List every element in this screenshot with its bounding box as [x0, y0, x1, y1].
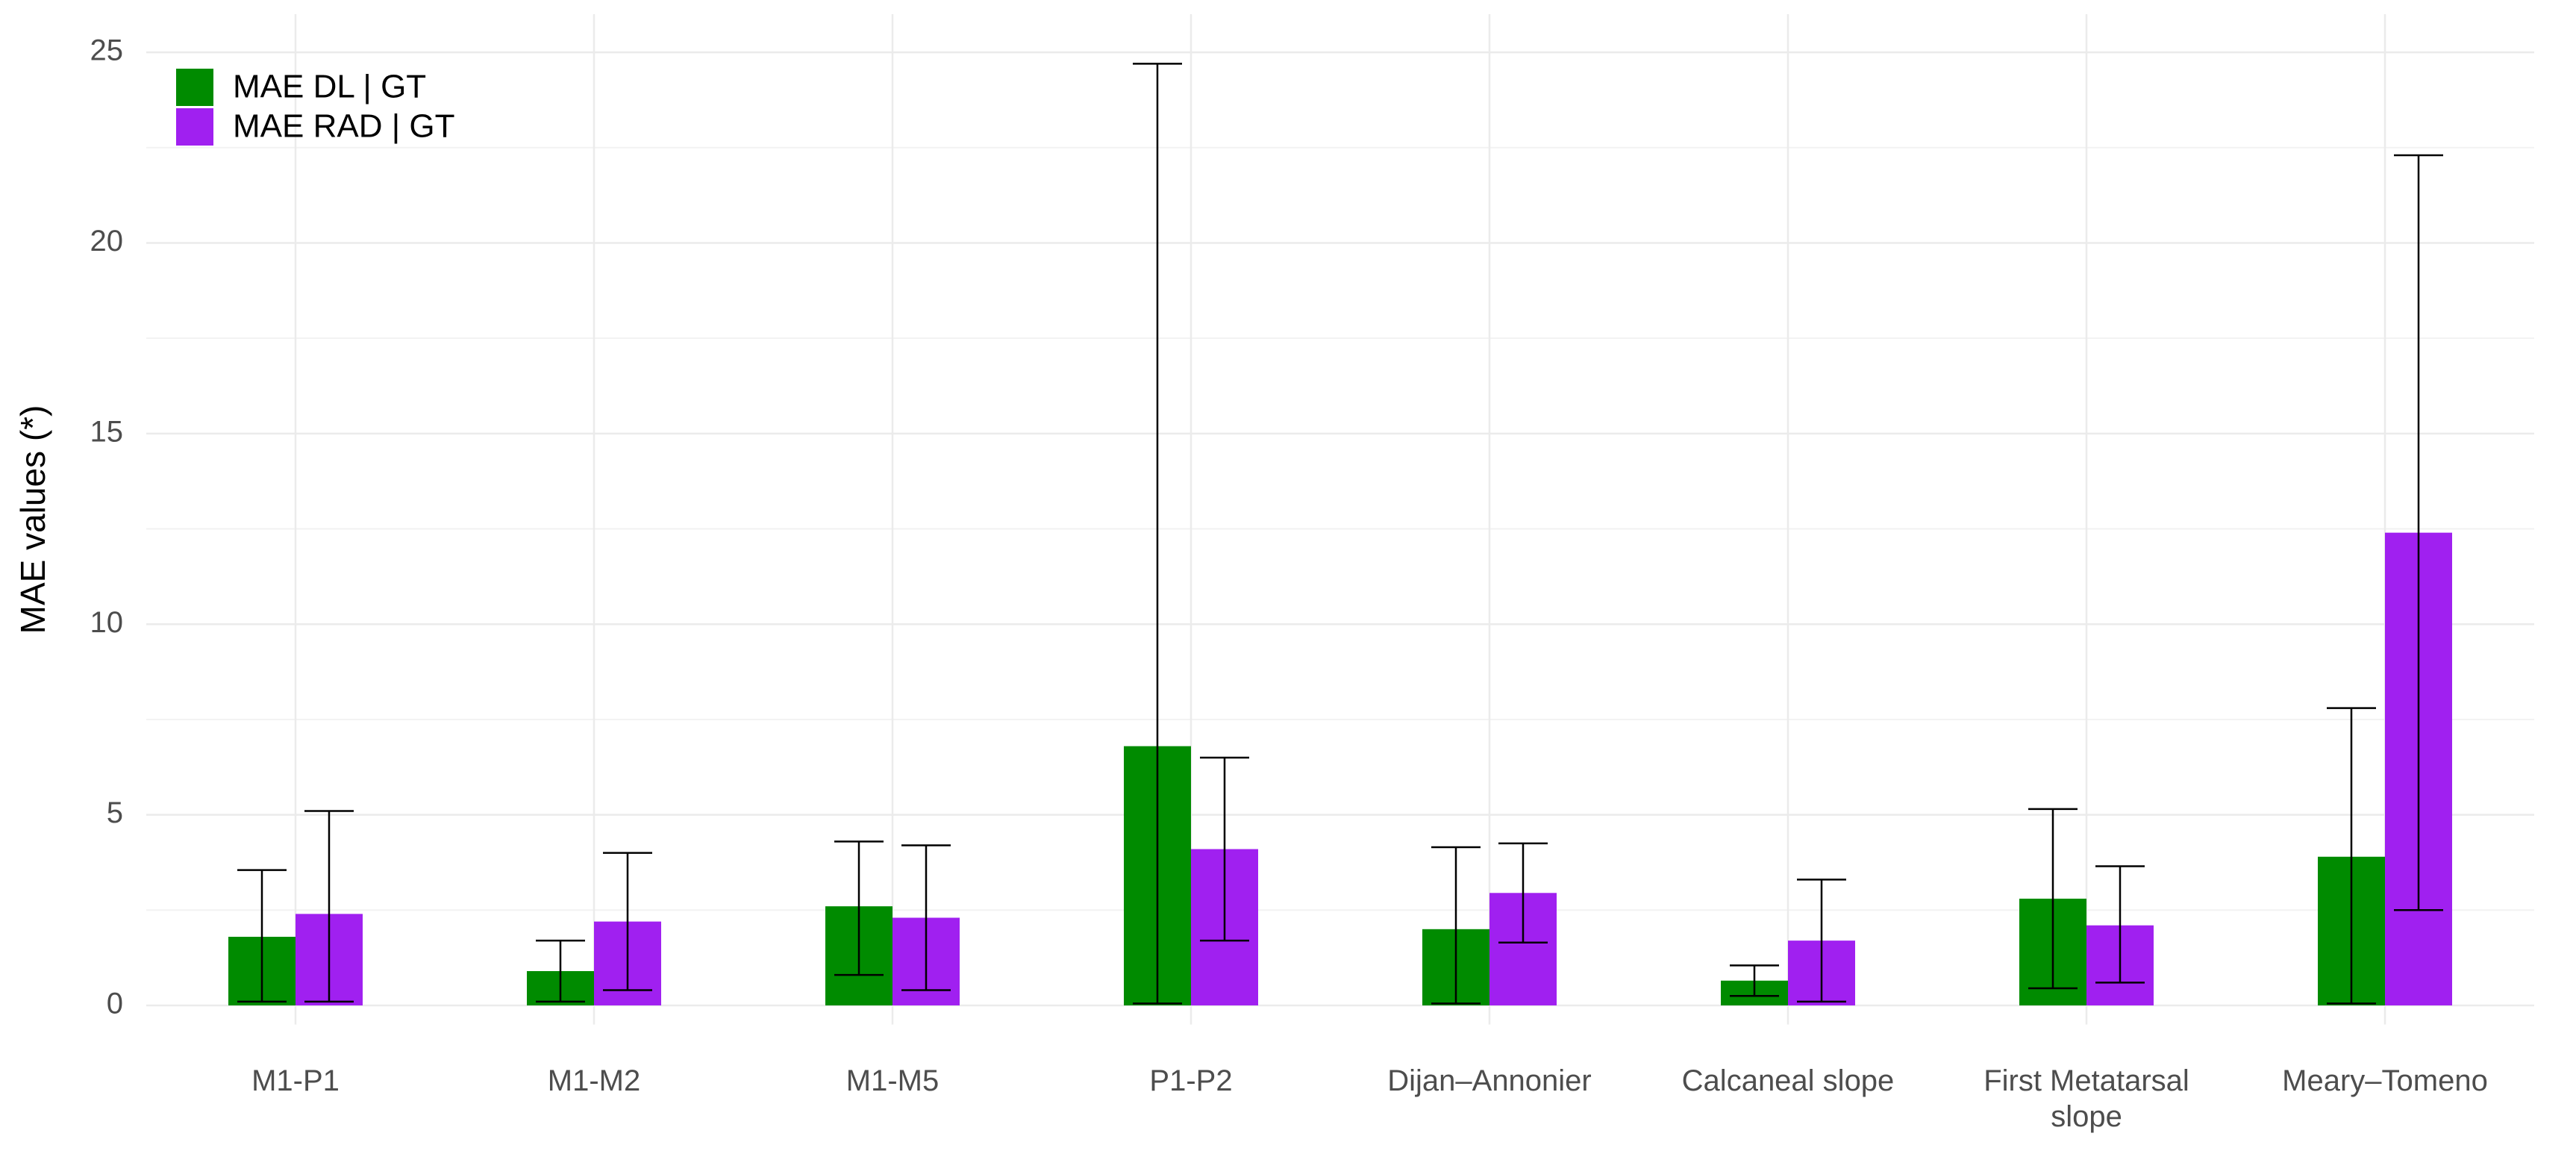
y-tick-label: 20	[90, 225, 124, 258]
x-tick-label: M1-M5	[845, 1064, 940, 1097]
x-tick-label: Meary–Tomeno	[2282, 1064, 2488, 1097]
legend-swatch	[176, 108, 213, 146]
y-axis-label: MAE values (*)	[13, 405, 52, 634]
legend-label: MAE DL | GT	[233, 69, 426, 105]
x-tick-label: Calcaneal slope	[1681, 1064, 1895, 1097]
legend-label: MAE RAD | GT	[233, 108, 454, 145]
x-tick-label: First Metatarsal slope	[1983, 1064, 2189, 1133]
x-tick-label: M1-P1	[251, 1064, 340, 1097]
y-tick-label: 0	[107, 988, 123, 1020]
x-tick-label: Dijan–Annonier	[1387, 1064, 1592, 1097]
x-tick-label: P1-P2	[1149, 1064, 1233, 1097]
y-tick-label: 15	[90, 415, 124, 448]
legend-swatch	[176, 69, 213, 106]
y-tick-label: 25	[90, 34, 124, 67]
y-tick-label: 10	[90, 606, 124, 639]
x-tick-label: M1-M2	[547, 1064, 641, 1097]
y-tick-label: 5	[107, 796, 123, 829]
